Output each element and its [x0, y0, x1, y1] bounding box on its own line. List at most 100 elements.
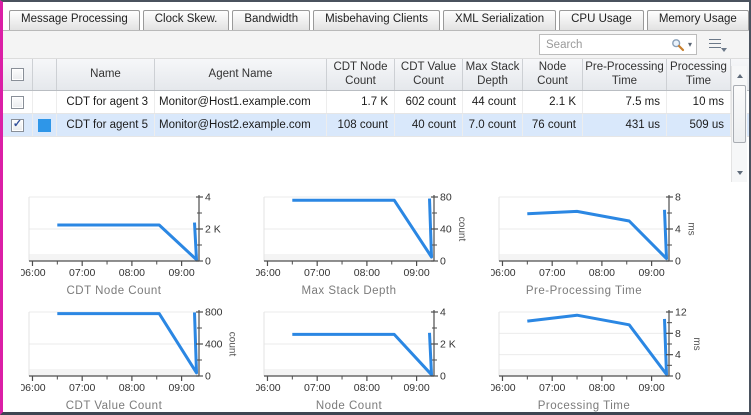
row-checkbox-checked[interactable]: ✓	[11, 118, 24, 132]
toolbar: ▾	[3, 31, 749, 59]
table-empty-area	[3, 137, 749, 183]
svg-text:08:00: 08:00	[589, 267, 615, 279]
series-color-swatch	[38, 118, 51, 132]
chart-node-count: 06:00 07:00 08:00 09:00 0 2 K 4 Node Count	[256, 307, 456, 413]
cell-agent-name: Monitor@Host2.example.com	[155, 114, 327, 136]
table-header-row: Name Agent Name CDT Node Count CDT Value Co…	[3, 59, 749, 91]
chart-title: Pre-Processing Time	[526, 285, 642, 297]
table-row[interactable]: ✓ CDT for agent 5 Monitor@Host2.example.co…	[3, 114, 749, 137]
column-chooser-icon[interactable]	[707, 37, 727, 53]
tab-bandwidth[interactable]: Bandwidth	[232, 10, 311, 30]
chart-max-stack-depth: 06:00 07:00 08:00 09:00 0 40 80 count Max Stack …	[256, 192, 467, 298]
cell-processing_time: 509 us	[667, 114, 731, 136]
svg-text:08:00: 08:00	[119, 382, 145, 394]
column-header-cdt_value_count[interactable]: CDT Value Count	[395, 59, 463, 90]
chart-cdt-node-count: 06:00 07:00 08:00 09:00 0 2 K 4 CDT Node Count	[21, 192, 221, 298]
cell-cdt_value_count: 602 count	[395, 91, 463, 113]
select-all-checkbox[interactable]	[11, 68, 24, 81]
column-header-node_count[interactable]: Node Count	[523, 59, 583, 90]
chart-title: Processing Time	[538, 400, 631, 412]
cell-pre_processing_time: 7.5 ms	[583, 91, 667, 113]
svg-text:07:00: 07:00	[69, 267, 95, 279]
svg-text:4: 4	[675, 224, 681, 236]
chart-title: CDT Value Count	[66, 400, 163, 412]
svg-text:4: 4	[205, 192, 211, 204]
column-header-agent_name[interactable]: Agent Name	[155, 59, 327, 90]
table-scrollbar[interactable]	[731, 66, 747, 182]
svg-text:08:00: 08:00	[589, 382, 615, 394]
chart-cdt-value-count: 06:00 07:00 08:00 09:00 0 400 800 count CDT Valu…	[21, 307, 238, 413]
svg-text:08:00: 08:00	[354, 382, 380, 394]
svg-text:06:00: 06:00	[21, 267, 46, 279]
svg-text:09:00: 09:00	[638, 382, 664, 394]
svg-text:07:00: 07:00	[539, 382, 565, 394]
svg-text:40: 40	[440, 224, 452, 236]
svg-text:08:00: 08:00	[354, 267, 380, 279]
tab-xml-serialization[interactable]: XML Serialization	[443, 10, 557, 30]
scrollbar-thumb[interactable]	[733, 85, 746, 143]
svg-text:ms: ms	[691, 337, 702, 350]
svg-text:09:00: 09:00	[638, 267, 664, 279]
svg-text:07:00: 07:00	[539, 267, 565, 279]
row-checkbox-unchecked[interactable]	[11, 95, 24, 109]
tab-clock-skew-[interactable]: Clock Skew.	[142, 10, 230, 30]
agents-table: Name Agent Name CDT Node Count CDT Value Co…	[3, 59, 749, 183]
svg-text:07:00: 07:00	[69, 382, 95, 394]
cell-node_count: 2.1 K	[523, 91, 583, 113]
svg-text:0: 0	[675, 256, 681, 268]
svg-text:06:00: 06:00	[256, 382, 281, 394]
cell-pre_processing_time: 431 us	[583, 114, 667, 136]
svg-text:2 K: 2 K	[205, 224, 221, 236]
column-header-select	[3, 59, 33, 90]
cell-cdt_node_count: 108 count	[327, 114, 395, 136]
chart-processing-time: 06:00 07:00 08:00 09:00 0 4 8 12 ms Processing Ti…	[491, 307, 702, 413]
scroll-down-icon[interactable]	[732, 165, 748, 180]
scroll-up-icon[interactable]	[732, 68, 748, 83]
column-header-name[interactable]: Name	[57, 59, 155, 90]
tab-message-processing[interactable]: Message Processing	[9, 10, 140, 30]
tab-cpu-usage[interactable]: CPU Usage	[559, 10, 644, 30]
cell-max_stack_depth: 44 count	[463, 91, 523, 113]
tab-misbehaving-clients[interactable]: Misbehaving Clients	[313, 10, 441, 30]
search-box[interactable]: ▾	[539, 34, 697, 55]
svg-text:8: 8	[675, 192, 681, 204]
tab-memory-usage[interactable]: Memory Usage	[646, 10, 749, 30]
column-header-color	[33, 59, 57, 90]
svg-text:80: 80	[440, 192, 452, 204]
chart-title: Node Count	[316, 400, 383, 412]
cell-processing_time: 10 ms	[667, 91, 731, 113]
column-header-pre_processing_time[interactable]: Pre-Processing Time	[583, 59, 667, 90]
svg-text:0: 0	[205, 371, 211, 383]
svg-text:06:00: 06:00	[491, 382, 516, 394]
svg-text:count: count	[456, 217, 467, 242]
column-header-processing_time[interactable]: Processing Time	[667, 59, 731, 90]
svg-text:2 K: 2 K	[440, 339, 456, 351]
svg-text:0: 0	[205, 256, 211, 268]
column-header-max_stack_depth[interactable]: Max Stack Depth	[463, 59, 523, 90]
charts-grid: 06:00 07:00 08:00 09:00 0 2 K 4 CDT Node Count 0…	[3, 183, 749, 413]
search-icon[interactable]	[671, 38, 685, 52]
chart-pre-processing-time: 06:00 07:00 08:00 09:00 0 4 8 ms Pre-Processing …	[491, 192, 697, 298]
chart-title: Max Stack Depth	[301, 285, 396, 297]
column-header-cdt_node_count[interactable]: CDT Node Count	[327, 59, 395, 90]
svg-text:8: 8	[675, 328, 681, 340]
svg-text:0: 0	[440, 256, 446, 268]
search-input[interactable]	[546, 38, 671, 51]
svg-text:06:00: 06:00	[21, 382, 46, 394]
svg-text:09:00: 09:00	[168, 267, 194, 279]
svg-text:06:00: 06:00	[491, 267, 516, 279]
svg-text:4: 4	[440, 307, 446, 319]
tab-bar: Message Processing Clock Skew. Bandwidth Mi…	[3, 2, 749, 31]
search-options-arrow-icon[interactable]: ▾	[687, 39, 692, 49]
svg-text:09:00: 09:00	[403, 267, 429, 279]
cell-name: CDT for agent 5	[57, 114, 155, 136]
svg-text:ms: ms	[686, 222, 697, 235]
svg-text:08:00: 08:00	[119, 267, 145, 279]
cell-name: CDT for agent 3	[57, 91, 155, 113]
table-row[interactable]: CDT for agent 3 Monitor@Host1.example.com…	[3, 91, 749, 114]
svg-text:800: 800	[205, 307, 223, 319]
chart-title: CDT Node Count	[67, 285, 162, 297]
svg-text:4: 4	[675, 349, 681, 361]
cell-cdt_value_count: 40 count	[395, 114, 463, 136]
